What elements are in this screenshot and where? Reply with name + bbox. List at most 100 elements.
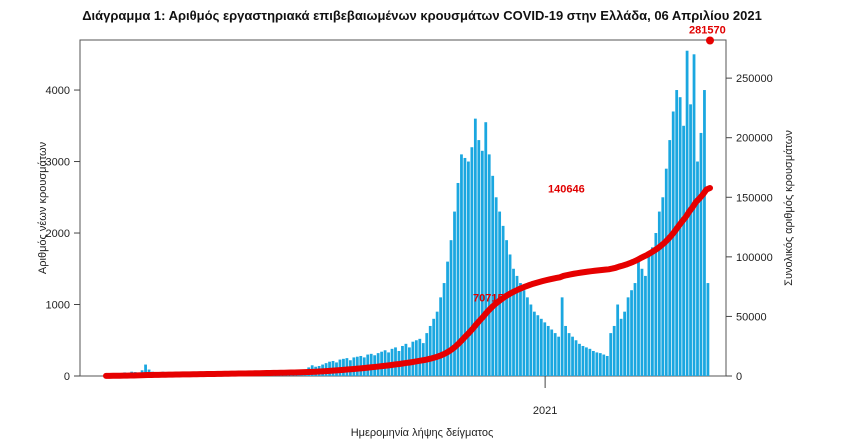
bar: [706, 283, 710, 376]
bar: [619, 318, 623, 376]
bar: [560, 297, 564, 376]
bar: [536, 315, 540, 376]
bar: [460, 154, 463, 376]
bar: [598, 353, 602, 376]
bar: [678, 97, 682, 376]
bar: [581, 345, 585, 376]
line-end-point: [706, 36, 714, 45]
cumulative-line: [103, 184, 713, 379]
y-right-tick-label: 200000: [736, 133, 773, 145]
bar: [661, 197, 665, 376]
bar: [626, 297, 630, 376]
bar: [449, 240, 453, 376]
bar: [557, 336, 561, 376]
bar: [414, 340, 418, 376]
bar: [703, 90, 706, 376]
bar: [532, 311, 536, 376]
bar: [144, 364, 147, 376]
bar: [480, 150, 484, 376]
bar: [585, 347, 588, 376]
bar: [591, 350, 595, 376]
bar: [522, 290, 526, 376]
y-right-tick-label: 150000: [736, 192, 773, 204]
bar: [473, 118, 477, 376]
bar: [671, 111, 675, 377]
y-left-axis-label: Αριθμός νέων κρουσμάτων: [37, 141, 49, 274]
bar: [453, 211, 456, 376]
bar: [470, 147, 474, 376]
bar: [539, 318, 543, 376]
x-axis-label: Ημερομηνία λήψης δείγματος: [350, 427, 494, 439]
bar: [508, 254, 512, 376]
y-left-tick-label: 0: [64, 371, 70, 383]
bar: [418, 338, 422, 376]
bar: [411, 341, 415, 376]
bar: [564, 325, 567, 376]
y-left-tick-label: 3000: [46, 157, 70, 169]
bar: [467, 161, 470, 376]
bar: [487, 154, 491, 376]
annotation-label: 281570: [689, 25, 726, 37]
annotation-label: 140646: [548, 183, 585, 195]
bar: [605, 355, 609, 376]
bar: [630, 290, 633, 376]
bars-layer: [106, 50, 710, 377]
bar: [543, 322, 547, 376]
bar: [428, 325, 432, 376]
bar: [692, 54, 696, 377]
axes-layer: 0 1000 2000 3000 4000 0 50000 100000 150000 20000…: [37, 73, 795, 417]
chart-title: Διάγραμμα 1: Αριθμός εργαστηριακά επιβεβ…: [82, 8, 762, 23]
bar: [657, 211, 661, 376]
bar: [682, 125, 686, 376]
bar: [432, 318, 436, 376]
bar: [612, 325, 616, 376]
bar: [456, 182, 460, 376]
bar: [696, 161, 699, 376]
bar: [498, 211, 502, 376]
bar: [529, 304, 533, 376]
bar: [484, 122, 488, 377]
bar: [633, 283, 637, 376]
bar: [699, 132, 703, 376]
y-left-tick-label: 4000: [46, 85, 70, 97]
bar: [574, 340, 578, 376]
y-left-tick-label: 2000: [46, 228, 70, 240]
bar: [494, 197, 498, 376]
bar: [609, 333, 613, 376]
y-left-tick-label: 1000: [46, 300, 70, 312]
bar: [654, 233, 658, 376]
bar: [571, 336, 574, 376]
bar: [567, 333, 571, 376]
bar: [446, 261, 449, 376]
bar: [689, 104, 692, 376]
bar: [435, 311, 439, 376]
bar: [647, 254, 651, 376]
bar: [650, 247, 654, 376]
bar: [595, 352, 599, 376]
x-tick-label: 2021: [533, 405, 557, 417]
bar: [578, 343, 581, 376]
bar: [505, 240, 508, 376]
bar: [404, 343, 408, 376]
bar: [550, 329, 554, 376]
bar: [644, 275, 647, 376]
y-right-tick-label: 0: [736, 371, 742, 383]
y-right-tick-label: 250000: [736, 73, 773, 85]
bar: [546, 325, 550, 376]
y-right-tick-label: 50000: [736, 311, 767, 323]
bar: [463, 157, 467, 376]
bar: [491, 175, 495, 376]
y-right-axis-label: Συνολικός αριθμός κρουσμάτων: [783, 130, 795, 286]
cumulative-line-layer: [103, 36, 714, 379]
annotations-layer: 70715 140646 281570: [473, 25, 726, 305]
bar: [602, 354, 606, 376]
y-right-tick-label: 100000: [736, 252, 773, 264]
annotation-label: 70715: [473, 293, 504, 305]
bar: [439, 297, 443, 376]
bar: [442, 283, 446, 376]
bar: [616, 304, 620, 376]
bar: [668, 140, 672, 376]
bar: [519, 283, 522, 376]
bar: [588, 348, 592, 376]
